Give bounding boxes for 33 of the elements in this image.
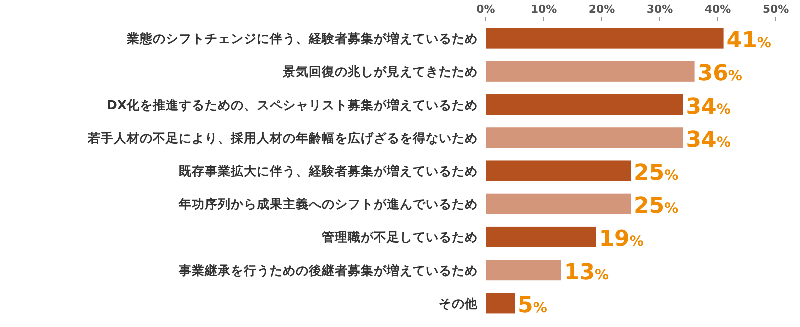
x-tick-label: 20% bbox=[588, 3, 616, 16]
y-tick-label: 事業継承を行うための後継者募集が増えているため bbox=[178, 262, 478, 278]
x-tick-label: 40% bbox=[704, 3, 732, 16]
bar bbox=[486, 194, 631, 214]
bar bbox=[486, 293, 515, 314]
data-label: 34% bbox=[686, 128, 731, 153]
data-label: 25% bbox=[634, 194, 679, 220]
bar bbox=[486, 94, 684, 116]
bar bbox=[486, 128, 684, 148]
y-tick-label: 年功序列から成果主義へのシフトが進んでいるため bbox=[178, 196, 478, 212]
y-tick-label: 景気回復の兆しが見えてきたため bbox=[282, 64, 478, 80]
y-tick-label: 既存事業拡大に伴う、経験者募集が増えているため bbox=[179, 164, 478, 178]
bar bbox=[486, 28, 724, 49]
x-tick-label: 30% bbox=[646, 3, 674, 16]
y-tick-label: DX化を推進するための、スペシャリスト募集が増えているため bbox=[106, 97, 478, 112]
y-tick-label: その他 bbox=[439, 296, 479, 311]
data-label: 5% bbox=[518, 293, 548, 318]
data-label: 36% bbox=[698, 62, 742, 87]
x-tick-label: 50% bbox=[762, 3, 790, 16]
bar bbox=[486, 61, 695, 82]
x-tick-label: 0% bbox=[476, 3, 496, 16]
bar bbox=[486, 160, 631, 182]
data-label: 19% bbox=[599, 227, 644, 252]
data-label: 13% bbox=[564, 260, 610, 286]
bar bbox=[486, 260, 562, 281]
data-label: 34% bbox=[686, 94, 731, 120]
y-tick-label: 若手人材の不足により、採用人材の年齢幅を広げざるを得ないため bbox=[87, 130, 478, 146]
y-tick-label: 管理職が不足しているため bbox=[321, 230, 478, 245]
x-tick-label: 10% bbox=[530, 3, 558, 16]
data-label: 25% bbox=[634, 161, 679, 186]
data-label: 41% bbox=[726, 28, 772, 54]
y-tick-label: 業態のシフトチェンジに伴う、経験者募集が増えているため bbox=[126, 31, 478, 46]
bar bbox=[486, 226, 596, 248]
